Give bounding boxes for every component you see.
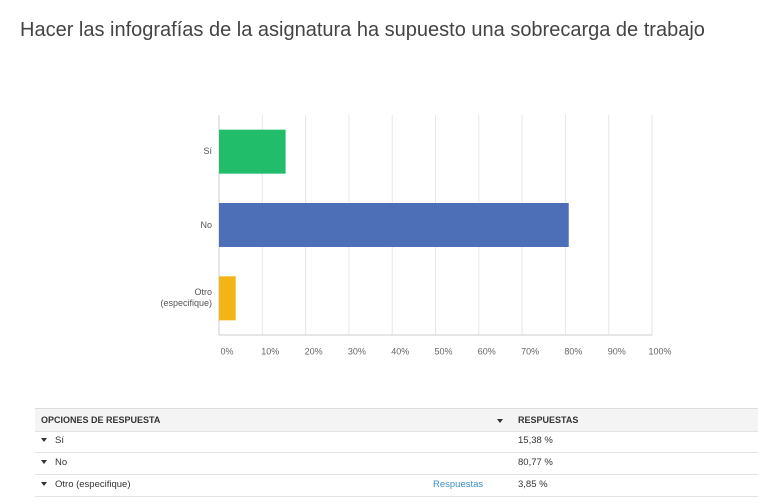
x-tick-label: 100% (648, 346, 671, 356)
option-text: Otro (especifique) (55, 479, 131, 490)
option-text: Sí (55, 435, 64, 446)
expand-icon[interactable] (41, 482, 47, 487)
x-tick-label: 0% (220, 346, 233, 356)
table-row: No 80,77 % (35, 452, 758, 475)
chart: 0% 10% 20% 30% 40% 50% 60% 70% 80% 90% 100% (218, 115, 672, 356)
y-tick-label: No (200, 219, 212, 230)
y-tick-label: Sí (203, 146, 212, 157)
option-text: No (55, 457, 68, 468)
response-cell: 80,77 % (518, 457, 553, 468)
bar (219, 203, 569, 247)
x-tick-label: 40% (391, 346, 409, 356)
header-cell: RESPUESTAS (518, 415, 579, 425)
bar (219, 129, 286, 174)
x-tick-label: 90% (608, 346, 626, 356)
chart-title: Hacer las infografías de la asignatura h… (20, 19, 705, 41)
table-row: Sí 15,38 % (35, 430, 758, 453)
table-row: Otro (especifique) 3,85 % Respuestas (35, 474, 758, 497)
option-cell: Otro (especifique) (41, 474, 131, 496)
x-tick-label: 50% (434, 346, 452, 356)
x-tick-label: 30% (348, 346, 366, 356)
x-tick-label: 10% (261, 346, 279, 356)
x-tick-label: 20% (305, 346, 323, 356)
expand-icon[interactable] (41, 460, 47, 465)
option-cell: No (41, 452, 67, 474)
response-cell: 15,38 % (518, 435, 553, 446)
x-tick-label: 80% (564, 346, 582, 356)
response-cell: 3,85 % (518, 479, 548, 490)
x-tick-label: 70% (521, 346, 539, 356)
expand-icon[interactable] (41, 438, 47, 443)
responses-link[interactable]: Respuestas (433, 479, 484, 490)
header-cell: OPCIONES DE RESPUESTA (41, 415, 161, 425)
y-tick-label: Otro (especifique) (160, 287, 212, 309)
bar (219, 276, 236, 321)
sort-icon[interactable] (497, 409, 511, 431)
x-tick-label: 60% (478, 346, 496, 356)
option-cell: Sí (41, 430, 64, 452)
table-header: OPCIONES DE RESPUESTA RESPUESTAS (35, 408, 758, 432)
